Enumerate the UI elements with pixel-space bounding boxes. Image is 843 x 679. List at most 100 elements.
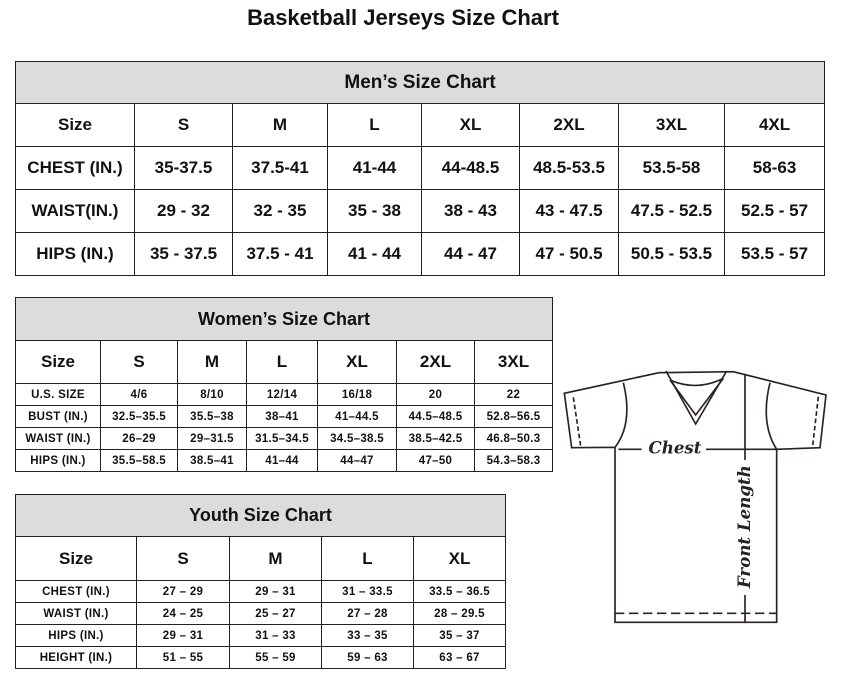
header-row: Size S M L XL 2XL 3XL bbox=[15, 340, 554, 384]
measurement-cell: 29 – 31 bbox=[229, 580, 322, 603]
measurement-cell: 47.5 - 52.5 bbox=[618, 189, 725, 233]
jersey-outline bbox=[563, 370, 827, 624]
measurement-cell: 4/6 bbox=[100, 383, 178, 406]
size-header: 3XL bbox=[473, 340, 554, 384]
measurement-cell: 46.8–50.3 bbox=[473, 427, 554, 450]
measurement-cell: 38.5–41 bbox=[177, 449, 247, 472]
measurement-cell: 41 - 44 bbox=[327, 232, 422, 276]
table-row: U.S. SIZE 4/6 8/10 12/14 16/18 20 22 bbox=[15, 383, 554, 406]
table-row: HIPS (IN.) 35.5–58.5 38.5–41 41–44 44–47 47–5… bbox=[15, 449, 554, 472]
measurement-cell: 29 - 32 bbox=[134, 189, 233, 233]
measurement-cell: 35.5–38 bbox=[177, 405, 247, 428]
measurement-label: HIPS (IN.) bbox=[15, 232, 135, 276]
men-chart-caption: Men’s Size Chart bbox=[14, 61, 826, 104]
measurement-cell: 41-44 bbox=[327, 146, 422, 190]
table-row: BUST (IN.) 32.5–35.5 35.5–38 38–41 41–44.5 44… bbox=[15, 405, 554, 428]
measurement-cell: 54.3–58.3 bbox=[473, 449, 554, 472]
measurement-cell: 16/18 bbox=[317, 383, 397, 406]
measurement-cell: 24 – 25 bbox=[136, 602, 230, 625]
measurement-cell: 31 – 33.5 bbox=[321, 580, 414, 603]
measurement-label: WAIST(IN.) bbox=[15, 189, 135, 233]
size-header: L bbox=[321, 536, 414, 581]
measurement-cell: 48.5-53.5 bbox=[519, 146, 619, 190]
measurement-cell: 35 - 38 bbox=[327, 189, 422, 233]
measurement-cell: 20 bbox=[396, 383, 475, 406]
measurement-cell: 27 – 29 bbox=[136, 580, 230, 603]
measurement-cell: 43 - 47.5 bbox=[519, 189, 619, 233]
measurement-cell: 28 – 29.5 bbox=[412, 602, 507, 625]
measurement-cell: 26–29 bbox=[100, 427, 178, 450]
measurement-label: CHEST (IN.) bbox=[15, 580, 137, 603]
size-header: L bbox=[246, 340, 318, 384]
measurement-cell: 38–41 bbox=[246, 405, 318, 428]
measurement-cell: 27 – 28 bbox=[321, 602, 414, 625]
measurement-cell: 12/14 bbox=[246, 383, 318, 406]
measurement-cell: 31 – 33 bbox=[229, 624, 322, 647]
measurement-label: HIPS (IN.) bbox=[15, 624, 137, 647]
size-header: XL bbox=[421, 103, 520, 147]
measurement-label: CHEST (IN.) bbox=[15, 146, 135, 190]
measurement-cell: 52.8–56.5 bbox=[473, 405, 554, 428]
women-chart-caption: Women’s Size Chart bbox=[14, 297, 554, 341]
table-row: HEIGHT (IN.) 51 – 55 55 – 59 59 – 63 63 – 67 bbox=[15, 646, 507, 669]
size-header: XL bbox=[317, 340, 397, 384]
table-row: HIPS (IN.) 29 – 31 31 – 33 33 – 35 35 – 37 bbox=[15, 624, 507, 647]
size-header: S bbox=[134, 103, 233, 147]
measurement-cell: 44.5–48.5 bbox=[396, 405, 475, 428]
measurement-cell: 29 – 31 bbox=[136, 624, 230, 647]
measurement-cell: 50.5 - 53.5 bbox=[618, 232, 725, 276]
measurement-cell: 52.5 - 57 bbox=[723, 189, 826, 233]
size-header: 3XL bbox=[618, 103, 725, 147]
youth-chart-caption: Youth Size Chart bbox=[14, 494, 507, 537]
size-label-header: Size bbox=[15, 536, 137, 581]
table-row: WAIST(IN.) 29 - 32 32 - 35 35 - 38 38 - 43 43… bbox=[15, 189, 826, 233]
measurement-cell: 35-37.5 bbox=[134, 146, 233, 190]
measurement-cell: 38.5–42.5 bbox=[396, 427, 475, 450]
size-header: 2XL bbox=[519, 103, 619, 147]
measurement-cell: 29–31.5 bbox=[177, 427, 247, 450]
measurement-cell: 34.5–38.5 bbox=[317, 427, 397, 450]
measurement-cell: 35 - 37.5 bbox=[134, 232, 233, 276]
measurement-cell: 32.5–35.5 bbox=[100, 405, 178, 428]
size-header: M bbox=[177, 340, 247, 384]
measurement-label: BUST (IN.) bbox=[15, 405, 101, 428]
size-header: M bbox=[229, 536, 322, 581]
measurement-cell: 53.5-58 bbox=[618, 146, 725, 190]
measurement-cell: 41–44.5 bbox=[317, 405, 397, 428]
measurement-label: WAIST (IN.) bbox=[15, 427, 101, 450]
header-row: Size S M L XL 2XL 3XL 4XL bbox=[15, 103, 826, 147]
measurement-cell: 55 – 59 bbox=[229, 646, 322, 669]
measurement-cell: 44–47 bbox=[317, 449, 397, 472]
size-header: XL bbox=[412, 536, 507, 581]
measurement-cell: 35 – 37 bbox=[412, 624, 507, 647]
measurement-cell: 37.5-41 bbox=[232, 146, 328, 190]
table-row: CHEST (IN.) 27 – 29 29 – 31 31 – 33.5 33.5 –… bbox=[15, 580, 507, 603]
measurement-label: HEIGHT (IN.) bbox=[15, 646, 137, 669]
table-row: WAIST (IN.) 26–29 29–31.5 31.5–34.5 34.5–38.… bbox=[15, 427, 554, 450]
measurement-cell: 25 – 27 bbox=[229, 602, 322, 625]
jersey-measurement-diagram: Chest Front Length bbox=[563, 370, 827, 624]
measurement-cell: 59 – 63 bbox=[321, 646, 414, 669]
measurement-label: WAIST (IN.) bbox=[15, 602, 137, 625]
mens-size-table: Men’s Size Chart Size S M L XL 2XL 3XL 4XL CHEST … bbox=[14, 61, 826, 276]
measurement-cell: 58-63 bbox=[723, 146, 826, 190]
womens-size-table: Women’s Size Chart Size S M L XL 2XL 3XL U.S. SI… bbox=[14, 297, 554, 472]
size-header: 4XL bbox=[723, 103, 826, 147]
measurement-label: HIPS (IN.) bbox=[15, 449, 101, 472]
measurement-cell: 53.5 - 57 bbox=[723, 232, 826, 276]
size-header: L bbox=[327, 103, 422, 147]
measurement-cell: 44-48.5 bbox=[421, 146, 520, 190]
size-label-header: Size bbox=[15, 340, 101, 384]
measurement-cell: 33.5 – 36.5 bbox=[412, 580, 507, 603]
measurement-cell: 22 bbox=[473, 383, 554, 406]
measurement-cell: 51 – 55 bbox=[136, 646, 230, 669]
size-header: S bbox=[136, 536, 230, 581]
front-length-label: Front Length bbox=[734, 465, 754, 589]
measurement-cell: 44 - 47 bbox=[421, 232, 520, 276]
measurement-cell: 37.5 - 41 bbox=[232, 232, 328, 276]
measurement-cell: 31.5–34.5 bbox=[246, 427, 318, 450]
size-header: S bbox=[100, 340, 178, 384]
measurement-label: U.S. SIZE bbox=[15, 383, 101, 406]
table-row: WAIST (IN.) 24 – 25 25 – 27 27 – 28 28 – 29.… bbox=[15, 602, 507, 625]
header-row: Size S M L XL bbox=[15, 536, 507, 581]
